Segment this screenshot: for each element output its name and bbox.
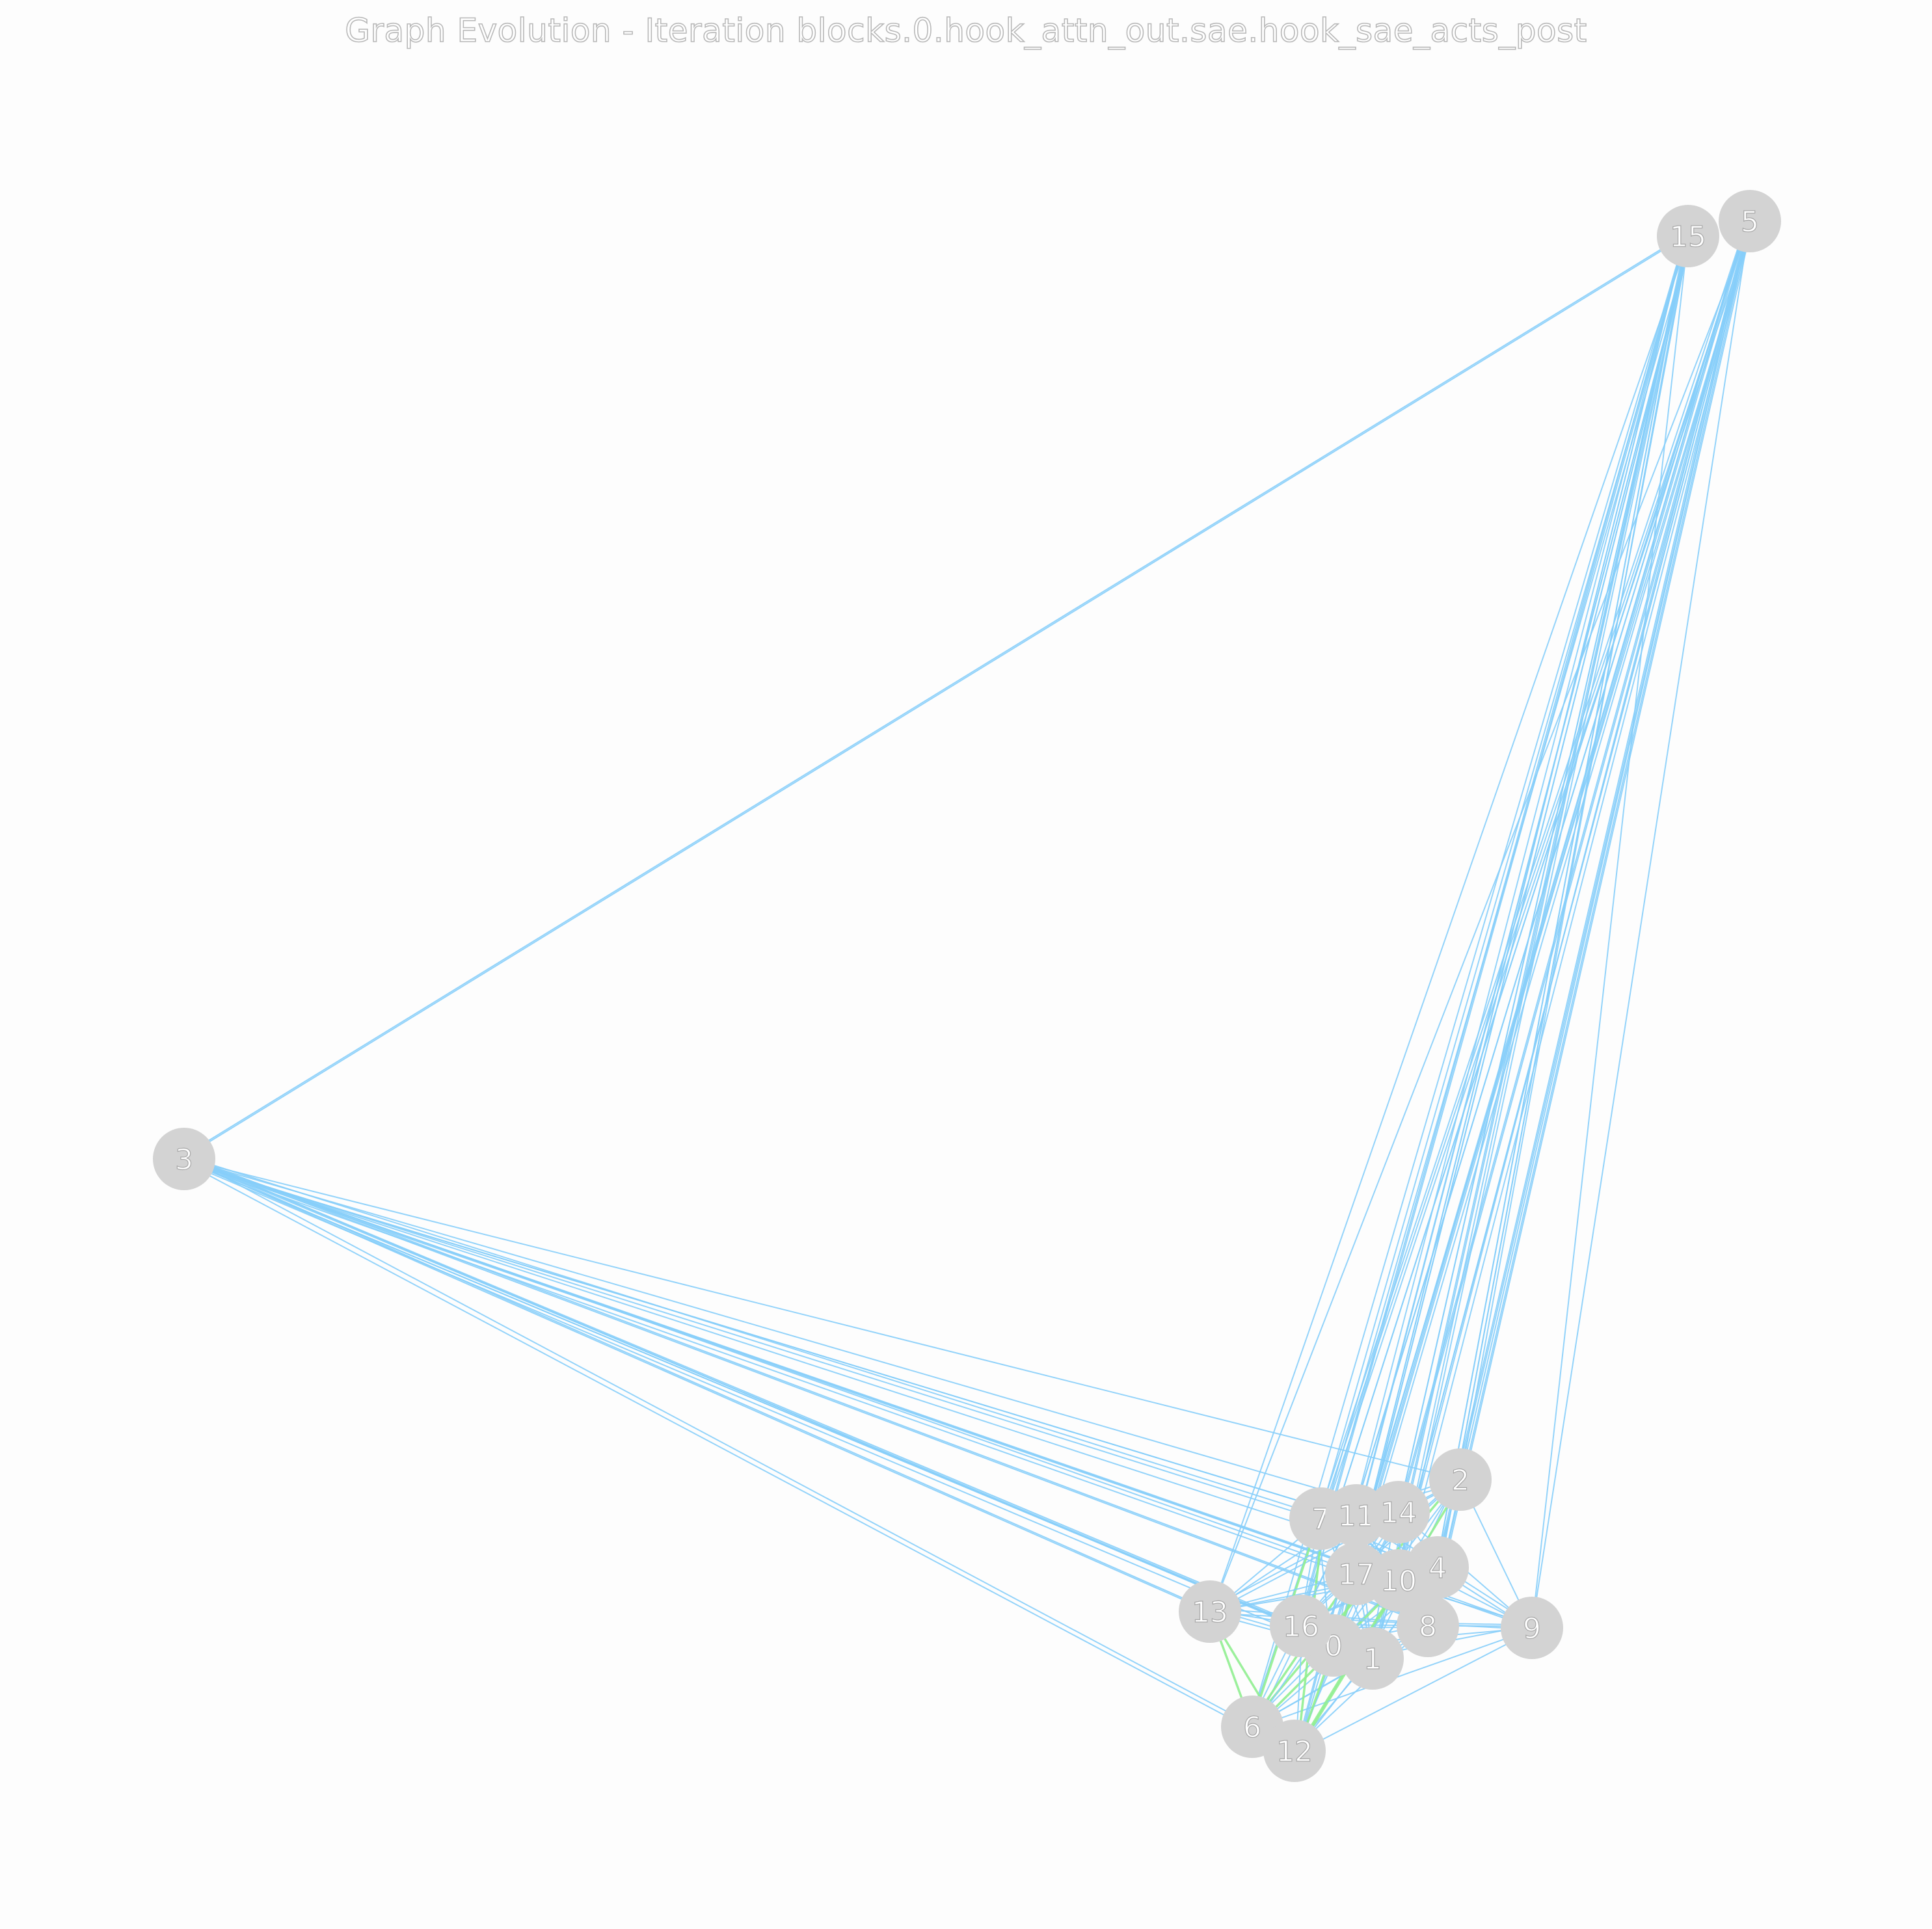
edge-15-8: [1429, 236, 1691, 1627]
node-circle-13: [1179, 1580, 1241, 1643]
node-9: 9: [1501, 1597, 1563, 1659]
edge-5-14: [1398, 220, 1751, 1513]
edge-3-17: [183, 1161, 1356, 1578]
edge-5-0: [1335, 221, 1754, 1647]
node-17: 17: [1325, 1543, 1388, 1605]
edge-15-14: [1398, 235, 1689, 1513]
edge-3-11: [183, 1161, 1356, 1519]
node-circle-2: [1429, 1448, 1492, 1511]
edge-5-8: [1429, 221, 1752, 1627]
edge-5-7: [1320, 220, 1751, 1519]
edge-3-8: [185, 1155, 1429, 1624]
node-label-13: 13: [1192, 1596, 1228, 1629]
edge-15-11: [1358, 236, 1692, 1517]
node-circle-1: [1341, 1627, 1404, 1690]
edge-3-13: [184, 1157, 1211, 1611]
edge-5-4: [1435, 220, 1749, 1567]
node-label-12: 12: [1276, 1735, 1313, 1768]
edge-15-4: [1435, 235, 1687, 1567]
edge-3-6: [182, 1161, 1252, 1730]
node-label-6: 6: [1243, 1711, 1261, 1744]
edge-3-15: [183, 234, 1688, 1158]
edge-15-17: [1352, 235, 1686, 1574]
edge-2-12: [1296, 1480, 1464, 1753]
edge-15-1: [1372, 235, 1689, 1659]
node-circle-17: [1325, 1543, 1388, 1605]
node-1: 1: [1341, 1627, 1404, 1690]
node-label-16: 16: [1283, 1610, 1319, 1643]
edge-5-9: [1531, 220, 1751, 1629]
edge-5-17: [1354, 220, 1749, 1574]
node-label-9: 9: [1523, 1612, 1541, 1645]
edge-3-14: [183, 1158, 1399, 1513]
node-label-4: 4: [1429, 1552, 1447, 1585]
edge-3-2: [183, 1158, 1461, 1480]
node-label-1: 1: [1363, 1643, 1382, 1676]
node-circle-12: [1263, 1720, 1326, 1782]
node-8: 8: [1397, 1595, 1459, 1657]
graph-title: Graph Evolution - Iteration blocks.0.hoo…: [344, 11, 1587, 50]
node-16: 16: [1270, 1595, 1332, 1657]
node-2: 2: [1429, 1448, 1492, 1511]
node-circle-5: [1719, 190, 1781, 252]
edge-15-16: [1297, 235, 1686, 1626]
node-label-15: 15: [1670, 220, 1706, 254]
edge-15-9: [1531, 235, 1689, 1629]
edge-3-16: [183, 1160, 1301, 1628]
edge-3-7: [183, 1160, 1321, 1521]
edge-5-8: [1430, 221, 1754, 1627]
edge-5-0: [1330, 220, 1748, 1645]
edge-15-7: [1322, 236, 1692, 1520]
edge-3-1: [184, 1157, 1374, 1658]
edge-3-0: [182, 1161, 1333, 1649]
edge-3-15: [182, 233, 1687, 1158]
edge-15-13: [1211, 236, 1691, 1613]
edge-5-6: [1248, 220, 1748, 1726]
node-13: 13: [1179, 1580, 1241, 1643]
node-circle-14: [1367, 1481, 1430, 1543]
edge-5-13: [1211, 221, 1752, 1613]
edge-3-12: [185, 1156, 1296, 1749]
edge-15-2: [1460, 235, 1689, 1480]
node-label-17: 17: [1338, 1558, 1375, 1591]
edge-9-12: [1295, 1630, 1534, 1754]
node-label-3: 3: [175, 1143, 193, 1177]
node-3: 3: [153, 1128, 215, 1190]
node-label-2: 2: [1451, 1464, 1469, 1497]
node-circle-16: [1270, 1595, 1332, 1657]
node-circle-9: [1501, 1597, 1563, 1659]
node-circle-15: [1657, 205, 1719, 267]
edge-5-16: [1298, 220, 1749, 1626]
edge-5-1: [1373, 221, 1752, 1659]
edge-15-11: [1352, 235, 1686, 1515]
edge-3-1: [185, 1156, 1375, 1656]
node-circle-8: [1397, 1595, 1459, 1657]
node-5: 5: [1719, 190, 1781, 252]
edge-15-10: [1399, 236, 1691, 1581]
edge-3-4: [183, 1160, 1438, 1570]
node-label-14: 14: [1380, 1497, 1417, 1530]
edge-3-10: [183, 1160, 1399, 1583]
node-14: 14: [1367, 1481, 1430, 1543]
edge-15-0: [1335, 236, 1692, 1647]
edge-3-10: [183, 1158, 1399, 1581]
node-circle-3: [153, 1128, 215, 1190]
edge-5-14: [1399, 221, 1752, 1513]
node-label-8: 8: [1419, 1610, 1437, 1643]
node-12: 12: [1263, 1720, 1326, 1782]
edge-5-4: [1437, 220, 1751, 1568]
edge-15-6: [1248, 235, 1686, 1727]
edge-layer: [182, 220, 1754, 1754]
node-label-5: 5: [1741, 206, 1759, 239]
node-15: 15: [1657, 205, 1719, 267]
edge-5-11: [1352, 220, 1748, 1515]
edge-5-10: [1401, 221, 1754, 1582]
edge-15-16: [1298, 235, 1687, 1626]
edge-3-7: [185, 1155, 1322, 1517]
edge-15-1: [1373, 236, 1691, 1659]
